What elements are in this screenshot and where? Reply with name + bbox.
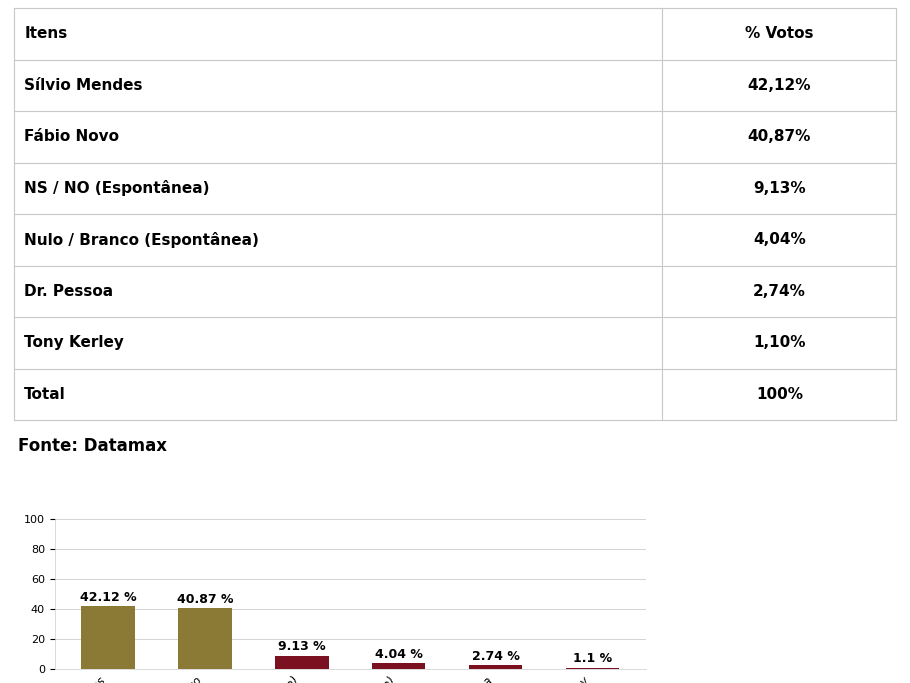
Bar: [469, 665, 522, 669]
Bar: [566, 668, 619, 669]
Text: 9.13 %: 9.13 %: [278, 641, 326, 654]
Text: Fábio Novo: Fábio Novo: [25, 129, 119, 144]
Text: NS / NO (Espontânea): NS / NO (Espontânea): [25, 180, 209, 196]
Text: 40.87 %: 40.87 %: [177, 593, 233, 606]
Text: 2,74%: 2,74%: [753, 283, 806, 298]
Bar: [275, 656, 329, 669]
Text: 4.04 %: 4.04 %: [375, 648, 423, 661]
Text: 9,13%: 9,13%: [753, 181, 805, 196]
Text: 2.74 %: 2.74 %: [471, 650, 520, 663]
Text: Fonte: Datamax: Fonte: Datamax: [18, 437, 167, 455]
Text: % Votos: % Votos: [745, 26, 814, 41]
Text: 1.1 %: 1.1 %: [573, 652, 612, 665]
Text: 40,87%: 40,87%: [748, 129, 811, 144]
Text: Total: Total: [25, 387, 66, 402]
Text: Sílvio Mendes: Sílvio Mendes: [25, 78, 143, 93]
Bar: [372, 663, 426, 669]
Bar: [82, 606, 135, 669]
Text: 4,04%: 4,04%: [753, 232, 805, 247]
Text: Dr. Pessoa: Dr. Pessoa: [25, 283, 114, 298]
Text: Nulo / Branco (Espontânea): Nulo / Branco (Espontânea): [25, 232, 259, 248]
Text: 42,12%: 42,12%: [748, 78, 811, 93]
Text: 42.12 %: 42.12 %: [80, 591, 136, 604]
Text: Tony Kerley: Tony Kerley: [25, 335, 124, 350]
Bar: [178, 608, 232, 669]
Text: 1,10%: 1,10%: [753, 335, 805, 350]
Text: 100%: 100%: [756, 387, 803, 402]
Text: Itens: Itens: [25, 26, 67, 41]
